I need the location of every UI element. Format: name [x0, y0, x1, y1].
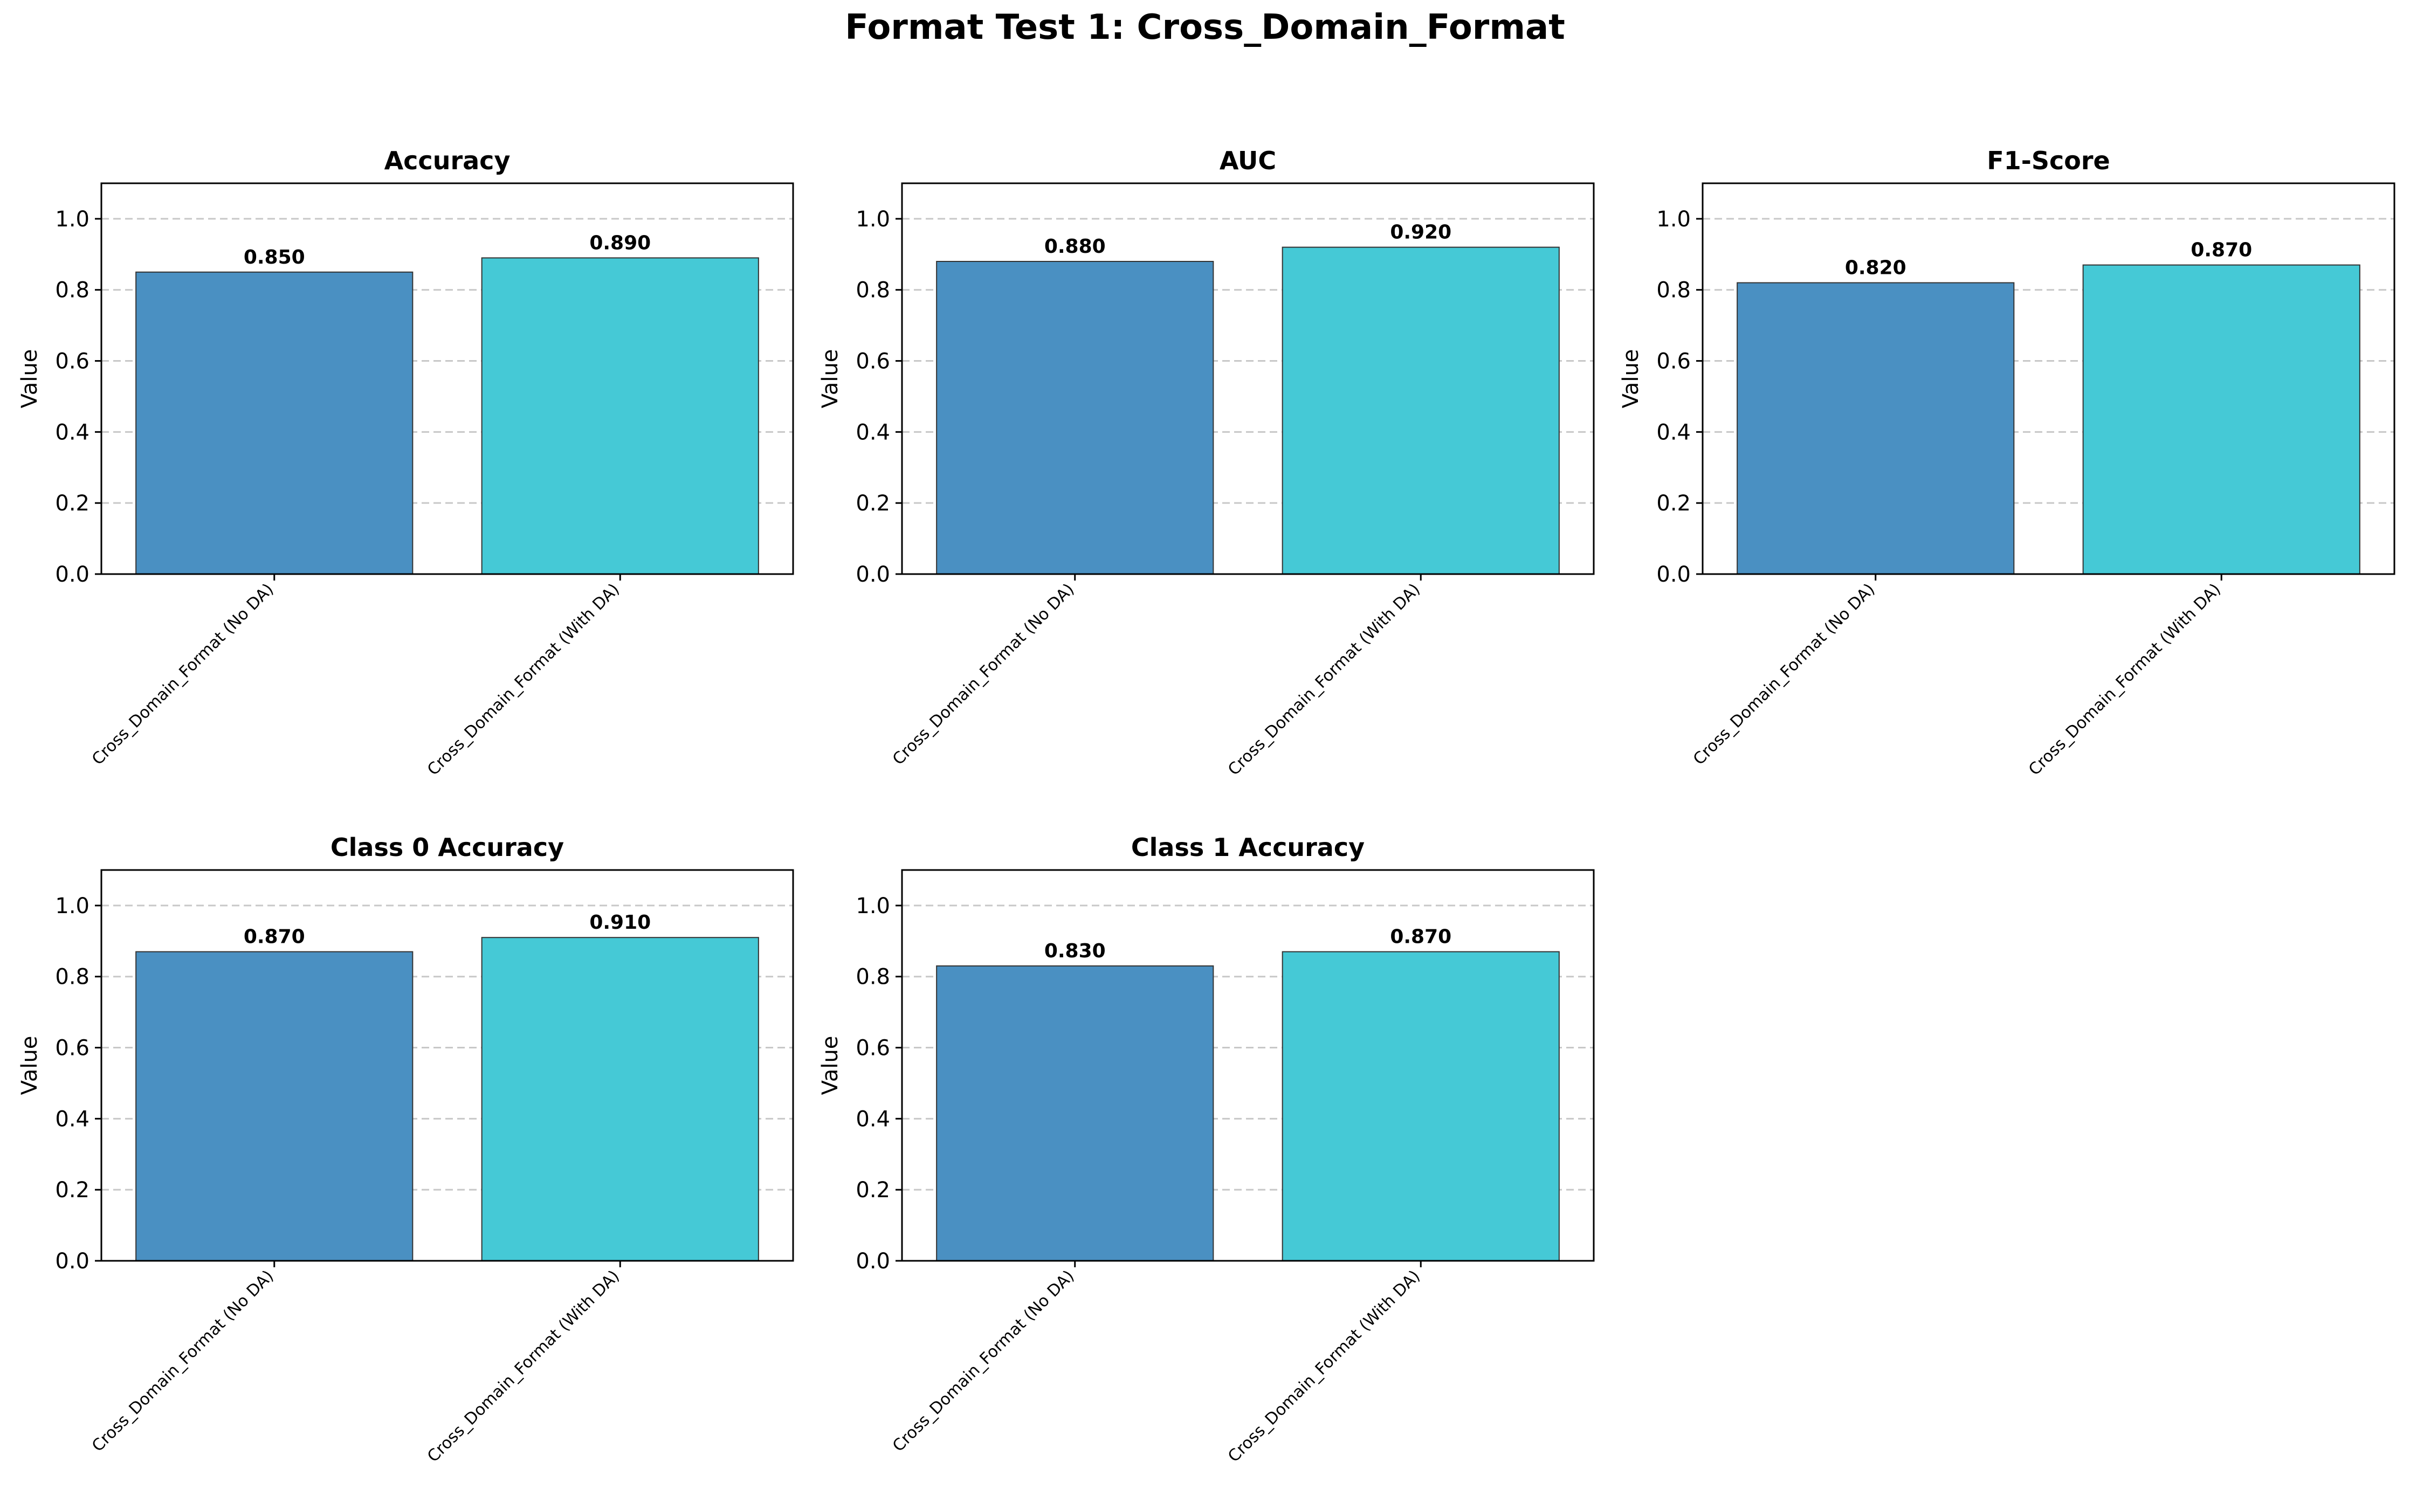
bar-no-da [1737, 282, 2015, 575]
bar-no-da [135, 951, 414, 1262]
bar-with-da [481, 257, 759, 575]
y-tick-label: 0.0 [1656, 562, 1691, 587]
y-tick-label: 0.4 [1656, 420, 1691, 445]
axes-frame [100, 182, 794, 575]
y-tick-label: 0.8 [55, 278, 89, 303]
y-axis-label: Value [818, 1036, 843, 1095]
x-tick-label: Cross_Domain_Format (With DA) [424, 580, 623, 779]
bar-value-label: 0.910 [589, 912, 651, 934]
y-tick-label: 0.2 [55, 1178, 89, 1203]
y-tick-label: 0.4 [856, 420, 890, 445]
bar-value-label: 0.830 [1044, 940, 1106, 962]
y-tick-label: 0.2 [55, 491, 89, 516]
x-tick-label: Cross_Domain_Format (With DA) [424, 1267, 623, 1466]
panel-title: Class 0 Accuracy [330, 833, 564, 862]
panel-title: F1-Score [1987, 146, 2110, 175]
panel-title: Class 1 Accuracy [1131, 833, 1365, 862]
y-axis-label: Value [17, 349, 42, 409]
axes-frame [1702, 182, 2395, 575]
bar-value-label: 0.880 [1044, 236, 1106, 258]
bar-value-label: 0.870 [1390, 926, 1451, 948]
bar-with-da [2082, 264, 2360, 575]
y-tick-label: 0.4 [55, 1107, 89, 1131]
x-tick-label: Cross_Domain_Format (With DA) [1224, 580, 1424, 779]
bar-no-da [936, 965, 1214, 1262]
bar-with-da [481, 937, 759, 1261]
chart-panel-4: 0.870 0.910 0.0 0.2 0.4 0.6 0.8 1.0 Cross_Domain… [17, 833, 794, 1466]
y-tick-label: 1.0 [55, 207, 89, 232]
y-tick-label: 0.6 [1656, 349, 1691, 374]
y-tick-label: 0.6 [856, 349, 890, 374]
y-axis-label: Value [1619, 349, 1643, 409]
y-tick-label: 0.0 [55, 1249, 89, 1274]
panel-title: AUC [1220, 146, 1276, 175]
bar-value-label: 0.870 [2191, 239, 2252, 261]
y-tick-label: 0.6 [55, 1036, 89, 1061]
y-tick-label: 0.4 [55, 420, 89, 445]
x-tick-label: Cross_Domain_Format (No DA) [889, 1267, 1078, 1456]
y-tick-label: 1.0 [55, 894, 89, 919]
x-tick-label: Cross_Domain_Format (No DA) [1690, 580, 1879, 769]
bar-with-da [1282, 246, 1560, 575]
y-tick-label: 0.2 [856, 1178, 890, 1203]
bar-value-label: 0.850 [244, 246, 305, 268]
y-tick-label: 0.2 [1656, 491, 1691, 516]
y-tick-label: 0.0 [55, 562, 89, 587]
y-tick-label: 0.4 [856, 1107, 890, 1131]
bar-value-label: 0.820 [1845, 257, 1906, 279]
y-tick-label: 0.0 [856, 562, 890, 587]
y-tick-label: 0.8 [856, 965, 890, 990]
x-tick-label: Cross_Domain_Format (With DA) [1224, 1267, 1424, 1466]
x-tick-label: Cross_Domain_Format (No DA) [889, 580, 1078, 769]
chart-panel-2: 0.880 0.920 0.0 0.2 0.4 0.6 0.8 1.0 Cross_Domain… [818, 146, 1595, 779]
y-axis-label: Value [17, 1036, 42, 1095]
chart-panel-5: 0.830 0.870 0.0 0.2 0.4 0.6 0.8 1.0 Cross_Domain… [818, 833, 1595, 1466]
bar-no-da [135, 271, 414, 575]
y-tick-label: 0.8 [856, 278, 890, 303]
y-tick-label: 1.0 [856, 207, 890, 232]
y-tick-label: 1.0 [1656, 207, 1691, 232]
axes-frame [901, 182, 1595, 575]
x-tick-label: Cross_Domain_Format (No DA) [88, 1267, 278, 1456]
y-tick-label: 0.0 [856, 1249, 890, 1274]
bar-no-da [936, 261, 1214, 575]
bar-value-label: 0.870 [244, 926, 305, 948]
y-tick-label: 0.6 [856, 1036, 890, 1061]
y-tick-label: 0.2 [856, 491, 890, 516]
chart-panel-1: 0.850 0.890 0.0 0.2 0.4 0.6 0.8 1.0 Cross_Domain… [17, 146, 794, 779]
bar-value-label: 0.890 [589, 232, 651, 254]
y-tick-label: 0.8 [55, 965, 89, 990]
panel-title: Accuracy [384, 146, 511, 175]
axes-frame [100, 869, 794, 1262]
figure-title: Format Test 1: Cross_Domain_Format [845, 8, 1565, 47]
y-tick-label: 0.6 [55, 349, 89, 374]
x-tick-label: Cross_Domain_Format (No DA) [88, 580, 278, 769]
bar-value-label: 0.920 [1390, 222, 1451, 244]
y-axis-label: Value [818, 349, 843, 409]
axes-frame [901, 869, 1595, 1262]
y-tick-label: 1.0 [856, 894, 890, 919]
bar-with-da [1282, 951, 1560, 1262]
x-tick-label: Cross_Domain_Format (With DA) [2025, 580, 2225, 779]
chart-panel-3: 0.820 0.870 0.0 0.2 0.4 0.6 0.8 1.0 Cross_Domain… [1619, 146, 2395, 779]
y-tick-label: 0.8 [1656, 278, 1691, 303]
